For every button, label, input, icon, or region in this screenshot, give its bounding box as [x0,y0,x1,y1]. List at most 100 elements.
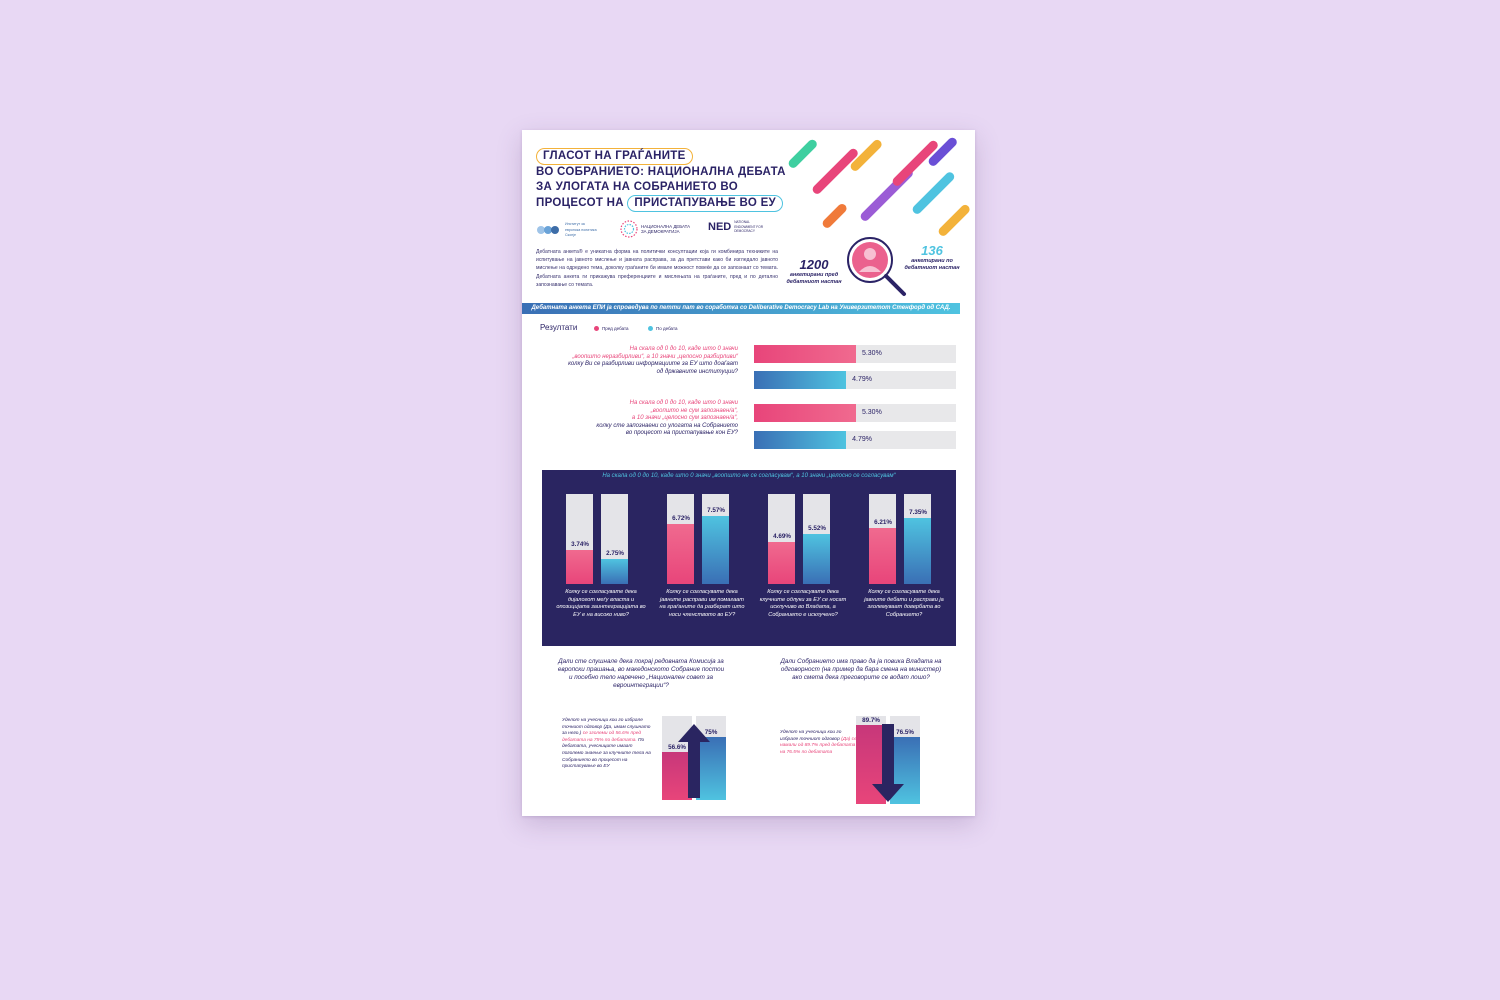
hq1-value-after: 4.79% [852,376,872,383]
agreement-fill-before [869,528,896,584]
agreement-fill-after [904,517,931,584]
bar-track-after: 75% [696,716,726,800]
agreement-group: 3.74% 2.75% [566,494,636,584]
arrow-up-icon [678,724,710,798]
bq1-note-tail: По дебатата, учесниците имаат поголемо з… [562,737,651,770]
agreement-value-after: 7.35% [909,508,927,516]
arrow-down-icon [872,724,904,802]
legend-dot-pink [594,326,599,331]
hq2-value-before: 5.30% [861,409,882,416]
hq1-line: од државните институции? [656,368,738,375]
agreement-bar-after: 2.75% [601,494,628,584]
agreement-bar-before: 6.72% [667,494,694,584]
legend-before-label: Пред дебата [602,326,629,331]
results-title: Резултати [540,323,578,332]
agreement-group: 4.69% 5.52% [768,494,838,584]
page-title: ГЛАСОТ НА ГРАЃАНИТЕ ВО СОБРАНИЕТО: НАЦИО… [536,148,796,212]
info-banner: Дебатната анкета ЕПИ ја спроведува по пе… [522,303,960,314]
title-line: ВО СОБРАНИЕТО: НАЦИОНАЛНА ДЕБАТА [536,166,786,178]
agreement-panel: На скала од 0 до 10, каде што 0 значи „в… [542,470,956,646]
agreement-fill-before [768,541,795,584]
bq1-note-highlight: се зголеми од 56.6% пред дебатата на 75%… [562,731,642,743]
agreement-caption: Колку се согласувате дека дијалогот меѓу… [556,589,646,618]
stat-before-label: анкетирани пред дебатниот настан [786,272,842,285]
hq1-question: На скала од 0 до 10, каде што 0 значи „в… [532,346,738,376]
legend-dot-cyan [648,326,653,331]
hq2-line: „воопшто не сум запознаен/а“, [650,407,738,414]
agreement-bar-after: 7.35% [904,494,931,584]
bq2-chart: 89.7% 76.5% [856,710,920,804]
hq2-fill-after [754,431,847,449]
legend-after: По дебата [648,326,677,331]
hq1-line: „воопшто неразбирливи“, а 10 значи „цело… [572,353,738,360]
bar-value-before: 56.6% [668,744,686,752]
bq2-note: Уделот на учесници кои го избрале точнио… [780,730,858,756]
hq1-fill-after [754,371,847,389]
agreement-fill-after [601,559,628,584]
hq2-fill-before [754,404,856,422]
bq2-question: Дали Собранието има право да ја повика В… [780,658,942,681]
dots-globe-icon [620,220,638,238]
infographic-page: ГЛАСОТ НА ГРАЃАНИТЕ ВО СОБРАНИЕТО: НАЦИО… [522,130,975,816]
magnifier-person-icon [847,237,906,296]
agreement-value-after: 2.75% [606,550,624,558]
epi-logo-icon [537,226,559,235]
agreement-bar-before: 6.21% [869,494,896,584]
hq1-bar-after: 4.79% [754,371,956,389]
bar-fill-before [662,752,692,800]
agreement-value-before: 3.74% [571,541,589,549]
national-debate-logo-text: НАЦИОНАЛНА ДЕБАТА ЗА ДЕМОКРАТИЈА [641,223,691,235]
title-line: ПРОЦЕСОТ НА [536,197,624,209]
hq2-bar-after: 4.79% [754,431,956,449]
hq2-line: колку сте запознаени со улогата на Собра… [596,422,738,429]
agreement-value-before: 6.21% [874,519,892,527]
bar-value-before: 89.7% [862,717,880,725]
hq2-line: а 10 значи „целосно сум запознаен/а“, [631,415,738,421]
agreement-fill-after [803,534,830,584]
agreement-group: 6.72% 7.57% [667,494,737,584]
stat-before-count: 1200 [799,257,829,272]
stat-after-count: 136 [921,243,943,258]
legend-before: Пред дебата [594,326,629,331]
agreement-caption: Колку се согласувате дека клучните одлук… [759,589,847,618]
stat-after: 136 анкетирани по дебатниот настан [900,243,964,271]
decor-stripe [910,170,957,216]
national-debate-logo: НАЦИОНАЛНА ДЕБАТА ЗА ДЕМОКРАТИЈА [620,220,693,238]
bar-value-after: 75% [704,729,718,736]
hq2-value-after: 4.79% [852,436,872,443]
hq1-line: На скала од 0 до 10, каде што 0 значи [629,346,738,352]
agreement-bar-before: 4.69% [768,494,795,584]
agreement-value-after: 5.52% [808,525,826,533]
hq1-line: колку Ви се разбирливи информациите за Е… [568,361,738,367]
hq2-line: На скала од 0 до 10, каде што 0 значи [629,400,738,406]
agreement-bar-before: 3.74% [566,494,593,584]
title-line: ЗА УЛОГАТА НА СОБРАНИЕТО ВО [536,181,738,193]
agreement-fill-before [667,523,694,584]
decor-stripe [936,203,972,238]
agreement-bar-after: 7.57% [702,494,729,584]
hq2-bar-before: 5.30% [754,404,956,422]
agreement-caption: Колку се согласувате дека јавните распра… [659,589,745,618]
bq1-note-intro: Уделот на учесници кои го избрале точнио… [562,718,651,737]
decor-stripe [810,146,860,196]
agreement-group: 6.21% 7.35% [869,494,939,584]
hq1-value-before: 5.30% [861,350,882,357]
title-pill-eu: ПРИСТАПУВАЊЕ ВО ЕУ [627,195,784,212]
bq2-note-intro: Уделот на учесници кои го избрале точнио… [780,730,842,742]
decor-stripe [820,202,849,230]
bar-value-after: 76.5% [896,728,914,736]
ned-logo-mark: NED [708,220,732,233]
ned-logo: NED NATIONAL ENDOWMENT FOR DEMOCRACY [708,220,768,234]
stat-after-label: анкетирани по дебатниот настан [904,258,960,271]
hq2-question: На скала од 0 до 10, каде што 0 значи „в… [532,400,738,438]
bar-fill-after [696,737,726,800]
agreement-value-after: 7.57% [707,506,725,514]
bq1-note: Уделот на учесници кои го избрале точнио… [562,718,654,771]
bar-track-before: 56.6% [662,716,692,800]
agreement-fill-before [566,550,593,584]
agreement-fill-after [702,515,729,584]
epi-logo: Институт за европска политика Скопје [536,222,599,239]
bq1-chart: 56.6% 75% [662,710,726,800]
hq1-bar-before: 5.30% [754,345,956,363]
ned-logo-text: NATIONAL ENDOWMENT FOR DEMOCRACY [734,220,764,233]
